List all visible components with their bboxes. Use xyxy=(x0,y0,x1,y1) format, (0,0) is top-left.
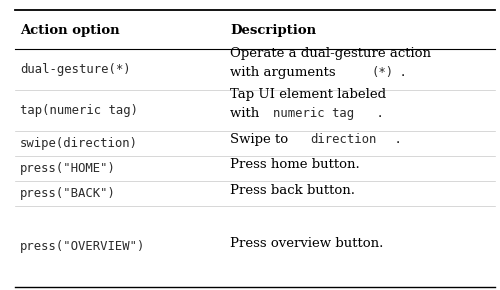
Text: press("HOME"): press("HOME") xyxy=(20,162,116,175)
Text: Tap UI element labeled: Tap UI element labeled xyxy=(230,88,386,101)
Text: press("OVERVIEW"): press("OVERVIEW") xyxy=(20,240,146,253)
Text: Press overview button.: Press overview button. xyxy=(230,237,384,250)
Text: .: . xyxy=(400,66,404,79)
Text: Swipe to: Swipe to xyxy=(230,133,292,146)
Text: direction: direction xyxy=(310,133,377,146)
Text: with: with xyxy=(230,107,264,120)
Text: Press back button.: Press back button. xyxy=(230,184,355,197)
Text: Description: Description xyxy=(230,24,316,37)
Text: tap(numeric tag): tap(numeric tag) xyxy=(20,104,138,117)
Text: .: . xyxy=(396,133,400,146)
Text: .: . xyxy=(378,107,382,120)
Text: press("BACK"): press("BACK") xyxy=(20,187,116,200)
Text: numeric tag: numeric tag xyxy=(273,107,354,120)
Text: Action option: Action option xyxy=(20,24,119,37)
Text: dual-gesture(*): dual-gesture(*) xyxy=(20,63,130,76)
Text: (*): (*) xyxy=(372,66,394,79)
Text: with arguments: with arguments xyxy=(230,66,340,79)
Text: Press home button.: Press home button. xyxy=(230,158,360,171)
Text: swipe(direction): swipe(direction) xyxy=(20,137,138,150)
Text: Operate a dual-gesture action: Operate a dual-gesture action xyxy=(230,47,431,60)
